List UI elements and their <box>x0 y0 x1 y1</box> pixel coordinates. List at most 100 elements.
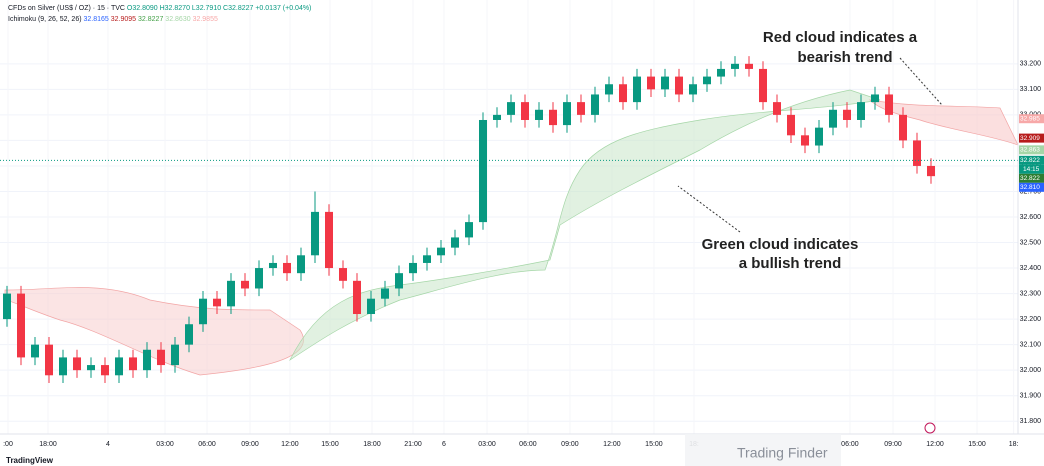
annotation: a bullish trend <box>739 255 842 272</box>
candle-body <box>227 280 235 307</box>
candle-body <box>619 84 627 103</box>
y-tick-label: 32.000 <box>1020 367 1042 374</box>
price-label: 32.863 <box>1020 147 1040 154</box>
price-label: 32.985 <box>1020 115 1040 122</box>
candle-body <box>3 293 11 320</box>
candle-body <box>689 84 697 95</box>
candle-body <box>829 109 837 128</box>
candle-body <box>87 365 95 371</box>
indicator-line: Ichimoku (9, 26, 52, 26) 32.8165 32.9095… <box>8 16 218 23</box>
candle-body <box>731 63 739 69</box>
price-label-box <box>1019 145 1044 155</box>
indicator-value: 32.8227 <box>138 16 163 23</box>
candle-body <box>633 76 641 103</box>
candle-body <box>73 357 81 371</box>
candle-body <box>339 268 347 281</box>
y-tick-label: 32.400 <box>1020 265 1042 272</box>
price-label-box <box>1019 114 1044 124</box>
x-tick-label: 09:00 <box>884 441 902 448</box>
brand: TradingView <box>6 456 54 465</box>
candle-body <box>353 280 361 315</box>
candle-body <box>199 298 207 325</box>
candle-body <box>535 109 543 120</box>
price-label: 32.822 <box>1020 175 1040 182</box>
x-tick-label: 18:00 <box>39 441 57 448</box>
candle-body <box>549 109 557 126</box>
candle-body <box>143 349 151 371</box>
candle-body <box>899 114 907 141</box>
x-tick-label: 03:00 <box>478 441 496 448</box>
candle-body <box>213 298 221 307</box>
candle-body <box>927 165 935 177</box>
candle-body <box>157 349 165 366</box>
candle-body <box>493 114 501 120</box>
candle-body <box>577 102 585 115</box>
x-tick-label: 15:00 <box>968 441 986 448</box>
candle-body <box>801 135 809 146</box>
candle-body <box>451 237 459 248</box>
x-tick-label: 21:00 <box>404 441 422 448</box>
price-label-box <box>1019 173 1044 183</box>
x-tick-label: 06:00 <box>198 441 216 448</box>
candle-body <box>45 344 53 376</box>
header: CFDs on Silver (US$ / OZ) · 15 · TVC O32… <box>8 5 311 12</box>
x-tick-label: 03:00 <box>156 441 174 448</box>
price-label: 32.810 <box>1020 184 1040 191</box>
red-cloud-right <box>868 99 1019 146</box>
candle-body <box>717 68 725 77</box>
candle-body <box>171 344 179 366</box>
y-tick-label: 32.200 <box>1020 316 1042 323</box>
price-label: 32.822 <box>1020 157 1040 164</box>
candle-body <box>591 94 599 115</box>
y-tick-label: 31.800 <box>1020 418 1042 425</box>
candle-body <box>479 119 487 223</box>
x-tick-label: 6 <box>442 441 446 448</box>
candle-body <box>843 109 851 120</box>
annotation-arrow <box>899 57 943 106</box>
annotation: bearish trend <box>797 49 892 66</box>
price-label-box <box>1019 133 1044 143</box>
y-tick-label: 32.600 <box>1020 214 1042 221</box>
symbol: CFDs on Silver (US$ / OZ) · 15 · TVC <box>8 5 125 12</box>
candle-body <box>283 262 291 274</box>
candle-body <box>101 365 109 376</box>
candle-body <box>325 211 333 269</box>
annotation-arrow <box>677 185 741 233</box>
x-tick-label: 09:00 <box>241 441 259 448</box>
candle-body <box>703 76 711 85</box>
indicator: Ichimoku (9, 26, 52, 26) <box>8 16 82 23</box>
price-label-box <box>1019 182 1044 192</box>
candle-body <box>129 357 137 371</box>
candle-body <box>381 288 389 299</box>
candle-body <box>815 127 823 146</box>
y-tick-label: 33.200 <box>1020 61 1042 68</box>
x-tick-label: 09:00 <box>561 441 579 448</box>
candle-body <box>409 262 417 274</box>
candle-body <box>871 94 879 103</box>
indicator-value: 32.8630 <box>165 16 190 23</box>
candle-body <box>31 344 39 358</box>
candle-body <box>395 273 403 289</box>
y-tick-label: 32.500 <box>1020 239 1042 246</box>
x-tick-label: 06:00 <box>519 441 537 448</box>
x-tick-label: 18:00 <box>363 441 381 448</box>
indicator-value: 32.9855 <box>193 16 218 23</box>
candle-body <box>605 84 613 95</box>
candle-body <box>745 63 753 69</box>
ohlc: O32.8090 H32.8270 L32.7910 C32.8227 +0.0… <box>127 5 311 12</box>
candle-body <box>675 76 683 95</box>
annotation: Red cloud indicates a <box>763 29 918 46</box>
candle-body <box>185 324 193 345</box>
candle-body <box>773 102 781 115</box>
candle-body <box>857 102 865 120</box>
candles <box>3 56 935 383</box>
green-cloud <box>289 89 881 362</box>
axes: 31.800 31.900 32.000 32.100 32.200 32.300 32.4… <box>3 61 1044 448</box>
candle-body <box>17 293 25 358</box>
candle-body <box>465 222 473 238</box>
countdown: 14:15 <box>1023 166 1040 173</box>
y-tick-label: 31.900 <box>1020 393 1042 400</box>
candle-body <box>787 114 795 136</box>
watermark: Trading Finder <box>737 445 828 461</box>
